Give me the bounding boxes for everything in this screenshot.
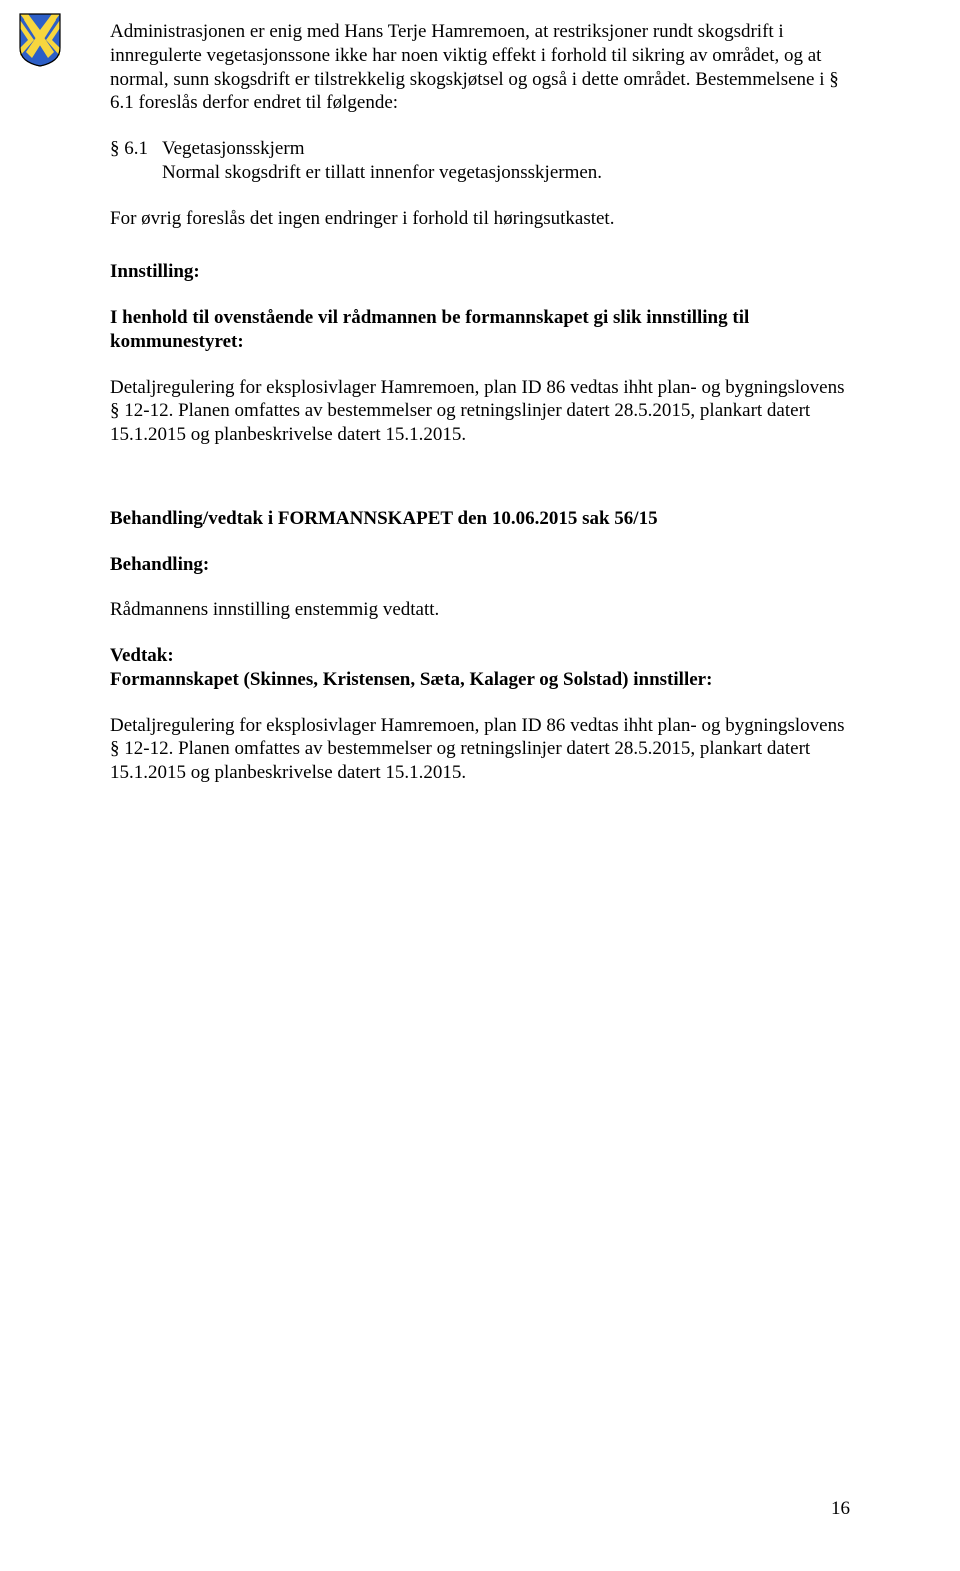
section-title: Vegetasjonsskjerm	[162, 137, 850, 161]
section-6-1: § 6.1 Vegetasjonsskjerm Normal skogsdrif…	[110, 137, 850, 185]
detaljregulering-2: Detaljregulering for eksplosivlager Hamr…	[110, 714, 850, 785]
detaljregulering-1: Detaljregulering for eksplosivlager Hamr…	[110, 376, 850, 447]
section-number: § 6.1	[110, 137, 162, 185]
vedtak-intro: Formannskapet (Skinnes, Kristensen, Sæta…	[110, 668, 850, 692]
behandling-label: Behandling:	[110, 553, 850, 577]
page-number: 16	[831, 1497, 850, 1521]
section-body: Normal skogsdrift er tillatt innenfor ve…	[162, 161, 850, 185]
behandling-text: Rådmannens innstilling enstemmig vedtatt…	[110, 598, 850, 622]
innstilling-label: Innstilling:	[110, 261, 200, 282]
municipality-shield-icon	[18, 12, 62, 68]
paragraph-other-changes: For øvrig foreslås det ingen endringer i…	[110, 207, 850, 231]
behandling-heading: Behandling/vedtak i FORMANNSKAPET den 10…	[110, 507, 850, 531]
paragraph-intro: Administrasjonen er enig med Hans Terje …	[110, 20, 850, 115]
vedtak-label: Vedtak:	[110, 645, 174, 666]
innstilling-intro: I henhold til ovenstående vil rådmannen …	[110, 306, 850, 354]
